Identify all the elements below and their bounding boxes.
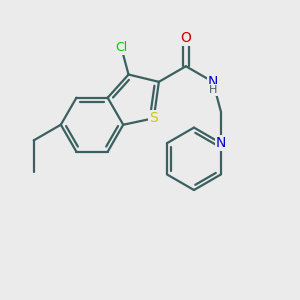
Text: N: N: [208, 75, 218, 89]
Text: N: N: [216, 136, 226, 150]
Text: O: O: [181, 31, 191, 45]
Text: S: S: [149, 111, 158, 125]
Text: Cl: Cl: [115, 41, 128, 54]
Text: H: H: [209, 85, 217, 95]
